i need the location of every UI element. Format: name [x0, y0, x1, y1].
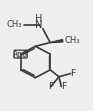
Text: Apo: Apo [13, 50, 28, 59]
Text: N: N [35, 20, 42, 30]
Text: H: H [35, 14, 42, 24]
Text: CH₃: CH₃ [64, 36, 80, 45]
Text: F: F [48, 82, 53, 91]
Text: CH₃: CH₃ [7, 20, 23, 29]
Polygon shape [50, 40, 63, 43]
Text: F: F [61, 82, 66, 91]
Text: F: F [70, 69, 75, 78]
FancyBboxPatch shape [14, 50, 27, 58]
